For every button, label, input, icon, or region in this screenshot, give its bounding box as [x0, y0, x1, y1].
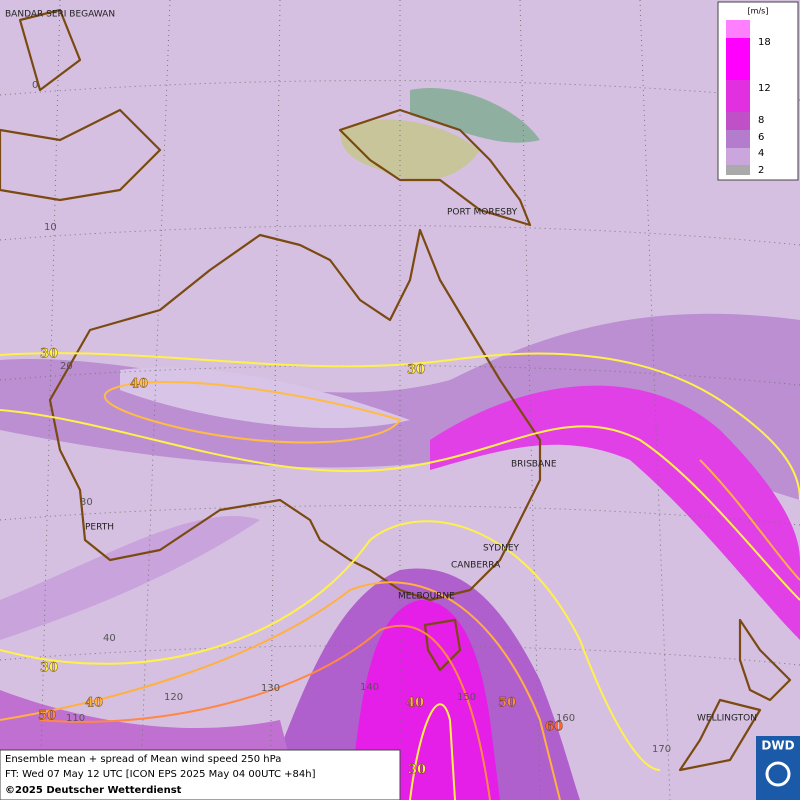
legend-label: 2	[758, 165, 764, 176]
graticule-label: 140	[360, 682, 379, 693]
terrain	[410, 88, 540, 143]
footer-copyright: ©2025 Deutscher Wetterdienst	[5, 785, 182, 796]
contour-label: 50	[498, 696, 516, 711]
legend-swatch	[726, 130, 750, 148]
city-label: BRISBANE	[511, 460, 557, 470]
city-label: CANBERRA	[451, 561, 501, 571]
contour-label: 40	[406, 696, 424, 711]
legend-swatch	[726, 165, 750, 175]
legend-label: 18	[758, 37, 771, 48]
contour-label: 30	[408, 763, 426, 778]
logo-text: DWD	[761, 739, 794, 753]
graticule-label: 0	[32, 80, 38, 91]
coastline	[0, 8, 162, 202]
coastline	[48, 228, 542, 602]
contour-label: 30	[40, 661, 58, 676]
jet-core	[430, 385, 800, 640]
legend-label: 4	[758, 148, 764, 159]
legend-swatch	[726, 112, 750, 130]
contours	[0, 352, 800, 801]
wind-band	[0, 516, 260, 640]
footer-box	[0, 749, 401, 801]
legend-label: 8	[758, 115, 764, 126]
footer-forecast: FT: Wed 07 May 12 UTC [ICON EPS 2025 May…	[5, 769, 316, 780]
coastline	[338, 108, 532, 227]
city-label: WELLINGTON	[697, 714, 757, 724]
legend-unit: [m/s]	[748, 7, 769, 16]
contour-label: 40	[85, 696, 103, 711]
city-label: SYDNEY	[483, 544, 520, 554]
legend-swatch	[726, 38, 750, 80]
coastline	[678, 618, 792, 772]
footer-title: Ensemble mean + spread of Mean wind spee…	[5, 754, 281, 765]
city-label: BANDAR SERI BEGAWAN	[5, 10, 115, 20]
legend-swatch	[726, 80, 750, 112]
graticule-label: 110	[66, 713, 85, 724]
city-label: PORT MORESBY	[447, 208, 518, 218]
graticule-label: 20	[60, 361, 73, 372]
graticule-label: 130	[261, 683, 280, 694]
legend-swatch	[726, 148, 750, 165]
contour-label: 30	[40, 347, 58, 362]
graticule-label: 10	[44, 222, 57, 233]
legend-swatch	[726, 20, 750, 38]
legend-label: 6	[758, 132, 764, 143]
graticule-label: 120	[164, 692, 183, 703]
city-label: MELBOURNE	[398, 592, 455, 602]
city-label: PERTH	[85, 523, 114, 533]
contour-label: 40	[130, 377, 148, 392]
graticule-label: 40	[103, 633, 116, 644]
graticule-label: 170	[652, 744, 671, 755]
contour-label: 60	[545, 720, 563, 735]
logo-icon	[765, 761, 791, 787]
wind-band	[0, 313, 800, 500]
graticule-label: 30	[80, 497, 93, 508]
terrain	[340, 119, 480, 181]
logo-box	[756, 736, 800, 800]
legend-scale	[726, 20, 750, 175]
legend-label: 12	[758, 83, 771, 94]
contour-label: 50	[38, 709, 56, 724]
graticule-label: 160	[556, 713, 575, 724]
contour-label: 30	[407, 363, 425, 378]
graticule-label: 150	[457, 692, 476, 703]
